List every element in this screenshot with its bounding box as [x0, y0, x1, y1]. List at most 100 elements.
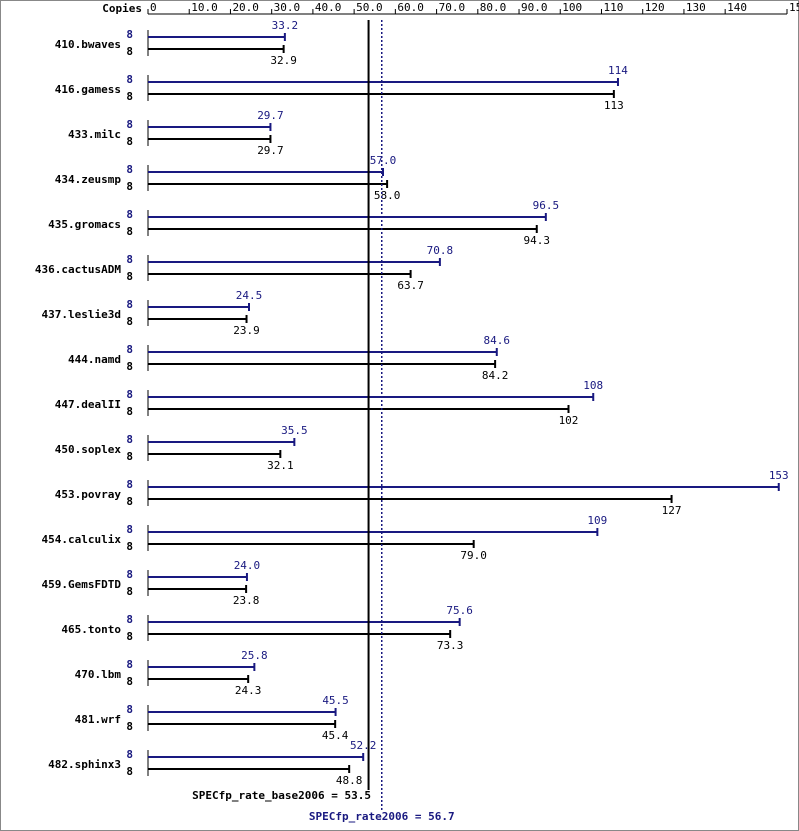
category-label: 437.leslie3d	[42, 308, 121, 321]
value-label: 73.3	[437, 639, 464, 652]
copies-label: 8	[126, 45, 133, 58]
x-tick-label: 90.0	[521, 1, 548, 14]
copies-label: 8	[126, 720, 133, 733]
copies-header: Copies	[102, 2, 142, 15]
value-label: 52.2	[350, 739, 377, 752]
copies-label: 8	[126, 748, 133, 761]
value-label: 32.9	[270, 54, 297, 67]
value-label: 32.1	[267, 459, 294, 472]
copies-label: 8	[126, 765, 133, 778]
value-label: 24.0	[234, 559, 261, 572]
category-label: 433.milc	[68, 128, 121, 141]
value-label: 23.8	[233, 594, 260, 607]
x-tick-label: 140	[727, 1, 747, 14]
copies-label: 8	[126, 585, 133, 598]
category-label: 453.povray	[55, 488, 122, 501]
value-label: 79.0	[460, 549, 487, 562]
copies-label: 8	[126, 540, 133, 553]
value-label: 48.8	[336, 774, 363, 787]
category-label: 416.gamess	[55, 83, 121, 96]
value-label: 63.7	[397, 279, 424, 292]
copies-label: 8	[126, 270, 133, 283]
reference-label: SPECfp_rate_base2006 = 53.5	[192, 789, 371, 802]
category-label: 470.lbm	[75, 668, 122, 681]
value-label: 75.6	[446, 604, 473, 617]
copies-label: 8	[126, 450, 133, 463]
copies-label: 8	[126, 73, 133, 86]
copies-label: 8	[126, 433, 133, 446]
copies-label: 8	[126, 298, 133, 311]
x-tick-label: 30.0	[274, 1, 301, 14]
x-tick-label: 70.0	[439, 1, 466, 14]
value-label: 25.8	[241, 649, 268, 662]
copies-label: 8	[126, 568, 133, 581]
value-label: 33.2	[272, 19, 299, 32]
copies-label: 8	[126, 315, 133, 328]
x-tick-label: 110	[603, 1, 623, 14]
x-tick-label: 120	[645, 1, 665, 14]
copies-label: 8	[126, 658, 133, 671]
x-tick-label: 80.0	[480, 1, 507, 14]
value-label: 58.0	[374, 189, 401, 202]
copies-label: 8	[126, 703, 133, 716]
category-label: 450.soplex	[55, 443, 122, 456]
category-label: 410.bwaves	[55, 38, 121, 51]
value-label: 35.5	[281, 424, 308, 437]
category-label: 482.sphinx3	[48, 758, 121, 771]
value-label: 108	[583, 379, 603, 392]
x-tick-label: 50.0	[356, 1, 383, 14]
x-tick-label: 155	[789, 1, 799, 14]
value-label: 29.7	[257, 109, 284, 122]
category-label: 444.namd	[68, 353, 121, 366]
copies-label: 8	[126, 388, 133, 401]
copies-label: 8	[126, 630, 133, 643]
value-label: 114	[608, 64, 628, 77]
copies-label: 8	[126, 253, 133, 266]
x-tick-label: 130	[686, 1, 706, 14]
category-label: 465.tonto	[61, 623, 121, 636]
copies-label: 8	[126, 163, 133, 176]
copies-label: 8	[126, 405, 133, 418]
x-tick-label: 60.0	[397, 1, 424, 14]
copies-label: 8	[126, 90, 133, 103]
value-label: 153	[769, 469, 789, 482]
value-label: 96.5	[533, 199, 560, 212]
x-tick-label: 0	[150, 1, 157, 14]
category-label: 447.dealII	[55, 398, 121, 411]
x-tick-label: 40.0	[315, 1, 342, 14]
x-tick-label: 20.0	[232, 1, 258, 14]
category-label: 459.GemsFDTD	[42, 578, 122, 591]
category-label: 434.zeusmp	[55, 173, 122, 186]
copies-label: 8	[126, 135, 133, 148]
value-label: 113	[604, 99, 624, 112]
value-label: 24.3	[235, 684, 262, 697]
copies-label: 8	[126, 523, 133, 536]
copies-label: 8	[126, 208, 133, 221]
copies-label: 8	[126, 495, 133, 508]
category-label: 436.cactusADM	[35, 263, 121, 276]
value-label: 70.8	[427, 244, 454, 257]
copies-label: 8	[126, 675, 133, 688]
copies-label: 8	[126, 613, 133, 626]
value-label: 109	[587, 514, 607, 527]
x-tick-label: 10.0	[191, 1, 218, 14]
value-label: 24.5	[236, 289, 263, 302]
category-label: 454.calculix	[42, 533, 122, 546]
category-label: 435.gromacs	[48, 218, 121, 231]
copies-label: 8	[126, 118, 133, 131]
copies-label: 8	[126, 28, 133, 41]
reference-label: SPECfp_rate2006 = 56.7	[309, 810, 455, 823]
copies-label: 8	[126, 360, 133, 373]
value-label: 57.0	[370, 154, 397, 167]
value-label: 84.2	[482, 369, 509, 382]
value-label: 45.5	[322, 694, 349, 707]
value-label: 84.6	[484, 334, 511, 347]
value-label: 45.4	[322, 729, 349, 742]
value-label: 102	[559, 414, 579, 427]
value-label: 127	[662, 504, 682, 517]
value-label: 23.9	[233, 324, 260, 337]
copies-label: 8	[126, 180, 133, 193]
